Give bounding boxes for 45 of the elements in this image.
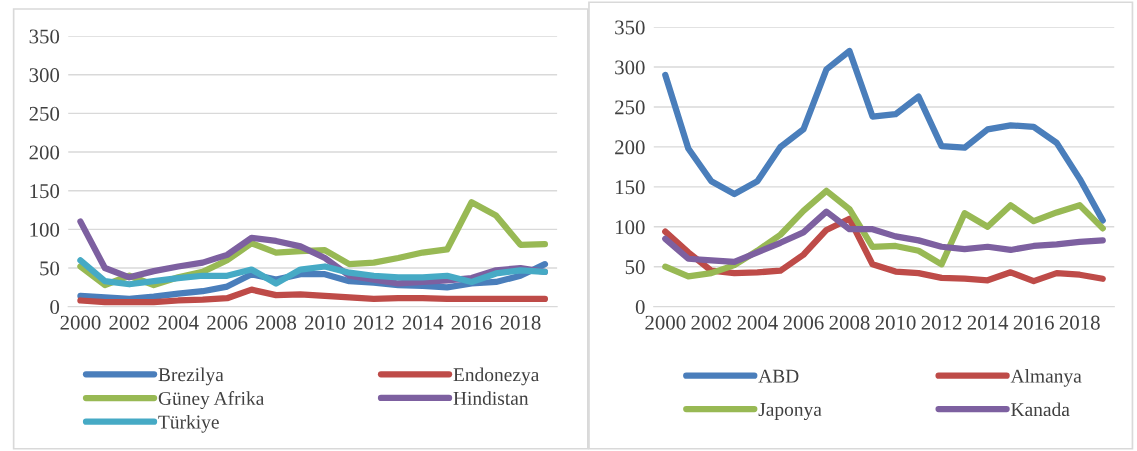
y-tick-label: 200 [615, 140, 645, 155]
y-tick-label: 350 [29, 29, 60, 44]
x-tick-label: 2002 [691, 315, 732, 330]
x-tick-label: 2016 [451, 315, 492, 330]
x-tick-label: 2014 [402, 315, 444, 330]
x-tick-label: 2000 [645, 315, 686, 330]
x-tick-label: 2006 [207, 315, 248, 330]
x-tick-label: 2002 [109, 315, 150, 330]
legend-label: Almanya [1010, 369, 1082, 387]
legend-label: Güney Afrika [158, 391, 265, 409]
y-tick-label: 250 [615, 100, 645, 115]
legend-label: Brezilya [158, 367, 224, 386]
x-tick-label: 2010 [875, 315, 916, 330]
x-tick-label: 2018 [1059, 315, 1100, 330]
x-tick-label: 2004 [737, 315, 778, 330]
legend-label: Endonezya [453, 367, 540, 386]
y-tick-label: 50 [40, 261, 60, 276]
x-tick-label: 2004 [158, 315, 199, 330]
y-tick-label: 250 [29, 106, 60, 121]
x-tick-label: 2000 [60, 315, 101, 330]
y-tick-label: 0 [50, 300, 60, 315]
x-tick-label: 2018 [500, 315, 541, 330]
x-tick-label: 2016 [1013, 315, 1054, 330]
legend-label: Kanada [1011, 402, 1070, 417]
x-tick-label: 2008 [829, 315, 870, 330]
y-tick-label: 300 [615, 60, 645, 75]
y-tick-label: 50 [625, 260, 645, 275]
y-tick-label: 0 [635, 300, 645, 315]
y-tick-label: 300 [29, 68, 60, 83]
y-tick-label: 150 [616, 180, 645, 195]
x-tick-label: 2012 [921, 315, 962, 330]
x-tick-label: 2006 [783, 315, 824, 330]
legend-label: Hindistan [453, 391, 529, 405]
legend-label: Japonya [758, 403, 822, 421]
legend-label: Türkiye [158, 414, 219, 433]
y-tick-label: 200 [29, 145, 60, 160]
x-tick-label: 2008 [256, 315, 297, 330]
x-tick-label: 2010 [304, 315, 345, 330]
y-tick-label: 100 [616, 220, 645, 235]
y-tick-label: 150 [30, 184, 60, 199]
y-tick-label: 350 [615, 20, 645, 35]
y-tick-label: 100 [30, 222, 60, 237]
x-tick-label: 2014 [967, 315, 1009, 330]
legend-label: ABD [758, 369, 799, 383]
x-tick-label: 2012 [353, 315, 394, 330]
